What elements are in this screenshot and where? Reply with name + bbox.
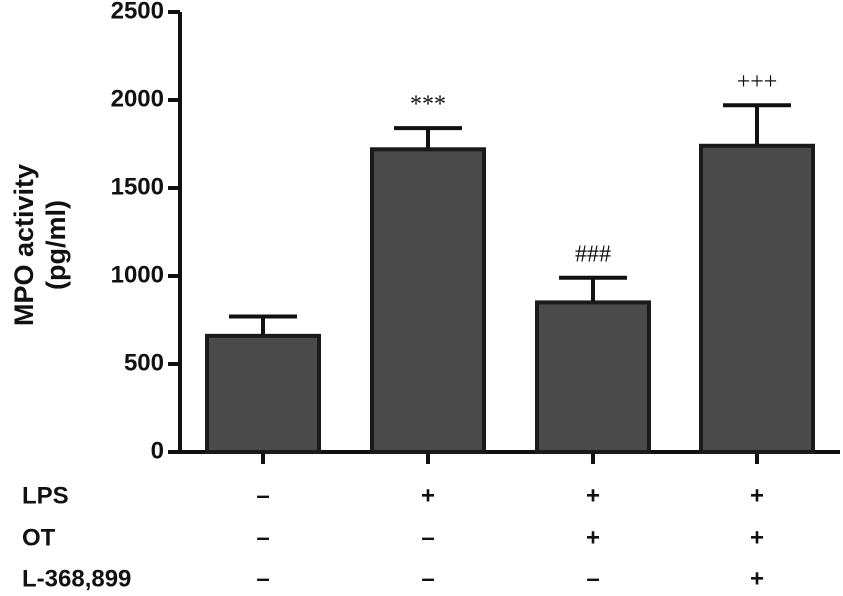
treatment-label: OT <box>22 524 56 551</box>
y-tick-label: 1500 <box>111 173 164 200</box>
treatment-label: LPS <box>22 482 69 509</box>
bar <box>535 300 651 454</box>
error-bar <box>229 314 297 336</box>
treatment-sign: + <box>750 565 764 592</box>
significance-label: +++ <box>737 69 778 95</box>
treatment-sign: + <box>750 482 764 509</box>
treatment-sign: – <box>586 565 599 592</box>
significance-label: *** <box>410 92 446 118</box>
y-axis-title: MPO activity (pg/ml) <box>9 164 71 326</box>
bar <box>205 333 321 454</box>
error-bar <box>394 126 462 150</box>
y-tick-label: 2000 <box>111 85 164 112</box>
y-axis-title-line: (pg/ml) <box>41 200 71 290</box>
treatment-sign: – <box>256 565 269 592</box>
treatment-label: L-368,899 <box>22 565 131 592</box>
treatment-sign: – <box>256 524 269 551</box>
bar <box>699 143 815 454</box>
y-tick-label: 500 <box>124 349 164 376</box>
significance-label: ### <box>575 241 611 267</box>
y-axis-title-line: MPO activity <box>9 164 39 326</box>
y-tick-label: 0 <box>151 437 164 464</box>
bar <box>370 147 486 454</box>
treatment-sign: – <box>421 524 434 551</box>
treatment-sign: – <box>256 482 269 509</box>
treatment-sign: + <box>750 524 764 551</box>
treatment-sign: + <box>421 482 435 509</box>
treatment-sign: – <box>421 565 434 592</box>
error-bar <box>723 103 791 146</box>
treatment-sign: + <box>586 524 600 551</box>
y-tick-label: 1000 <box>111 261 164 288</box>
y-tick-label: 2500 <box>111 0 164 24</box>
error-bar <box>559 275 627 303</box>
treatment-sign: + <box>586 482 600 509</box>
